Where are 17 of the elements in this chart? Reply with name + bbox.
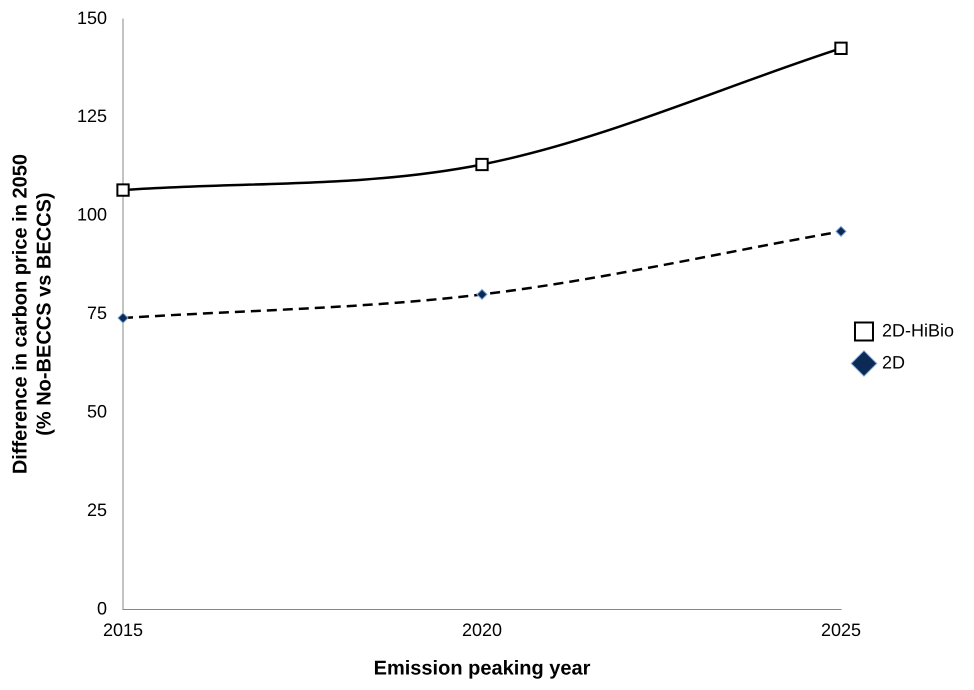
y-tick-label: 0 xyxy=(97,598,108,618)
y-tick-label: 75 xyxy=(87,303,108,324)
x-tick-label: 2020 xyxy=(462,620,502,640)
x-tick-label: 2025 xyxy=(820,620,862,640)
legend-label: 2D-HiBio xyxy=(882,320,954,340)
y-tick-label: 100 xyxy=(76,204,108,225)
y-tick-label: 125 xyxy=(76,106,108,126)
x-tick-label: 2015 xyxy=(103,620,144,640)
x-axis-title: Emission peaking year xyxy=(374,658,591,680)
y-tick-label: 150 xyxy=(76,8,108,28)
point xyxy=(475,158,489,172)
y-tick-label: 50 xyxy=(87,402,108,422)
y-axis-title: Difference in carbon price in 2050 (% No-BECCS vs BECCS) xyxy=(10,154,56,474)
legend-label: 2D xyxy=(882,352,905,372)
point xyxy=(116,183,130,197)
point xyxy=(834,42,848,55)
y-tick-label: 25 xyxy=(87,500,108,520)
